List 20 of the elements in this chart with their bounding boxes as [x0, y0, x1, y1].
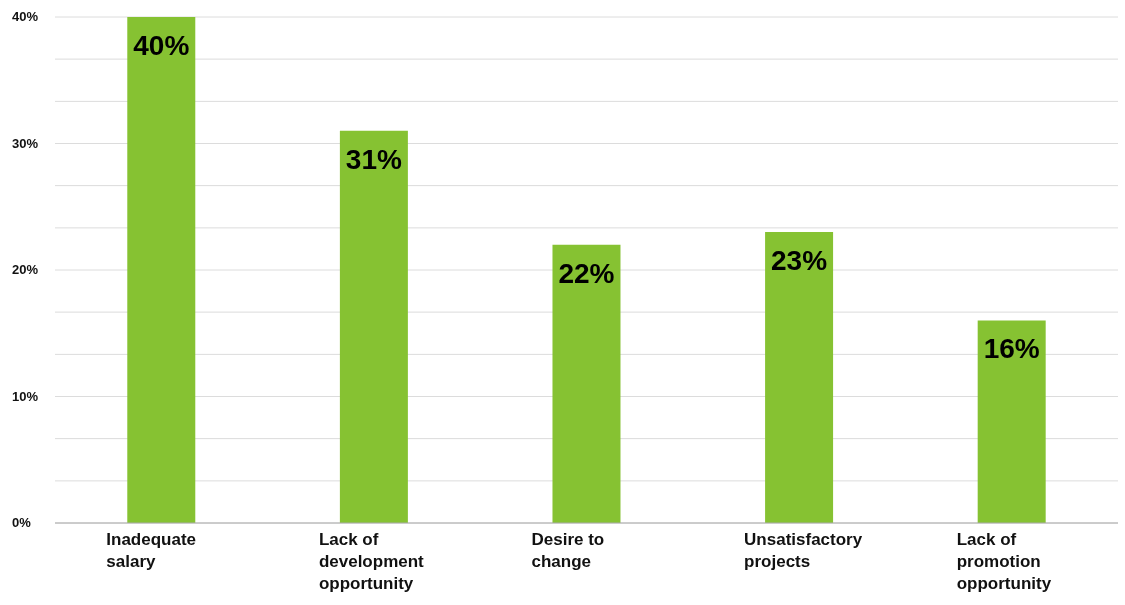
bar: [127, 17, 196, 523]
x-tick-label: Inadequate salary: [106, 530, 197, 571]
data-label: 40%: [133, 29, 190, 61]
x-tick-label: Desire to change: [531, 530, 605, 571]
data-label: 31%: [345, 143, 403, 175]
data-label: 22%: [558, 257, 615, 289]
y-tick-label: 0%: [12, 515, 32, 530]
y-tick-label: 10%: [12, 388, 39, 404]
x-tick-label: Lack of promotion opportunity: [956, 530, 1052, 593]
bar: [765, 232, 834, 523]
y-tick-label: 30%: [12, 135, 39, 151]
x-tick-label: Lack of development opportunity: [318, 530, 425, 593]
bar: [552, 244, 621, 523]
y-tick-label: 20%: [12, 262, 39, 277]
data-label: 23%: [771, 244, 828, 276]
y-tick-label: 40%: [12, 9, 39, 24]
x-tick-label: Unsatisfactory projects: [744, 530, 863, 571]
bar: [977, 320, 1046, 523]
data-label: 16%: [983, 333, 1040, 365]
bar: [339, 130, 408, 523]
